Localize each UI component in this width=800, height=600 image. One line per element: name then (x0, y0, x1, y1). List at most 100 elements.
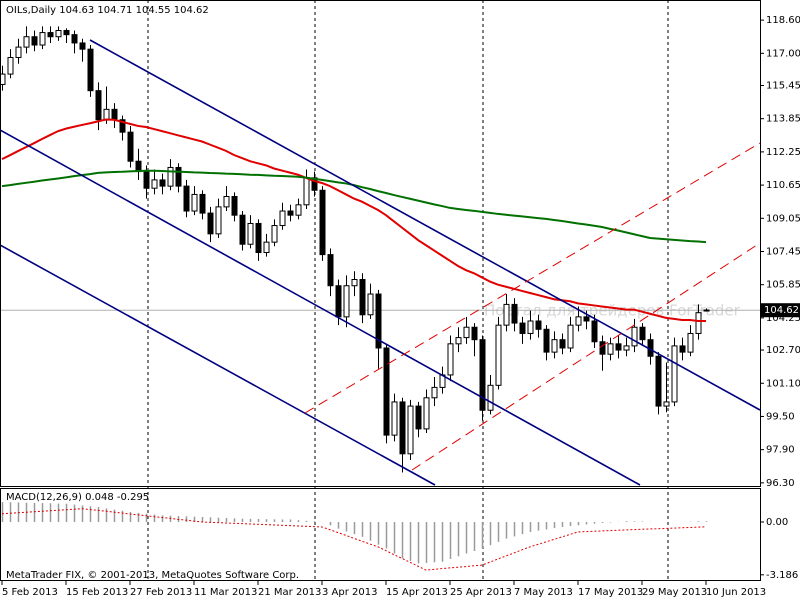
candle-body (519, 322, 526, 334)
candle-body (527, 320, 534, 334)
candle-body (319, 189, 326, 256)
candle-body (279, 210, 286, 227)
candle-body (351, 279, 358, 287)
candle-body (583, 316, 590, 322)
candle-body (391, 401, 398, 436)
x-tick-label: 25 Apr 2013 (450, 587, 512, 598)
candle-body (271, 225, 278, 243)
x-tick-label: 7 May 2013 (514, 587, 573, 598)
x-tick-label: 3 Apr 2013 (322, 587, 377, 598)
candle-body (479, 339, 486, 411)
candle-body (423, 397, 430, 430)
candle-body (167, 166, 174, 187)
candle-body (607, 343, 614, 355)
x-tick-label: 15 Feb 2013 (66, 587, 128, 598)
x-tick-label: 11 Mar 2013 (194, 587, 257, 598)
y-tick-label: 96.30 (766, 478, 795, 489)
candle-body (535, 320, 542, 330)
candle-body (575, 316, 582, 326)
candle-body (119, 119, 126, 133)
channel-line (89, 39, 761, 411)
candle-body (343, 285, 350, 318)
y-tick-label: 115.45 (766, 80, 800, 91)
candle-body (63, 30, 70, 36)
macd-title: MACD(12,26,9) 0.048 -0.295 (6, 492, 149, 503)
candle-body (447, 343, 454, 376)
candle-body (287, 210, 294, 216)
price-panel (0, 26, 760, 473)
candle-body (39, 32, 46, 46)
candle-body (183, 185, 190, 212)
candle-body (671, 345, 678, 403)
candle-body (327, 254, 334, 287)
candle-body (375, 293, 382, 349)
y-tick-label: 113.85 (766, 114, 800, 125)
candle-body (559, 339, 566, 349)
candle-body (663, 401, 670, 407)
candle-body (143, 171, 150, 189)
candle-body (639, 326, 646, 341)
price-label: 104.62 (764, 305, 799, 316)
channel-line (0, 129, 641, 486)
candle-body (695, 312, 702, 334)
candle-body (655, 355, 662, 407)
candle-body (615, 343, 622, 351)
candle-body (407, 405, 414, 455)
candle-body (591, 320, 598, 343)
y-tick-label: 118.60 (766, 15, 800, 26)
candle-body (15, 46, 22, 58)
candle-body (191, 193, 198, 212)
candle-body (103, 108, 110, 121)
candle-body (431, 386, 438, 399)
y-tick-label: 112.25 (766, 147, 800, 158)
y-tick-label: 102.70 (766, 345, 800, 356)
y-tick-label: -3.186 (766, 570, 798, 581)
candle-body (199, 193, 206, 214)
candle-body (79, 42, 86, 50)
channel-line (411, 242, 761, 471)
y-tick-label: 101.10 (766, 378, 800, 389)
candle-body (151, 179, 158, 189)
x-tick-label: 29 May 2013 (642, 587, 707, 598)
dashed-channel (304, 142, 761, 471)
x-tick-label: 15 Apr 2013 (386, 587, 448, 598)
candle-body (487, 384, 494, 411)
candle-body (295, 204, 302, 216)
x-tick-label: 17 May 2013 (578, 587, 643, 598)
candle-body (383, 347, 390, 436)
frame (0, 0, 761, 581)
chart-title: OILs,Daily 104.63 104.71 104.55 104.62 (6, 5, 209, 16)
candle-body (0, 73, 6, 85)
x-tick-label: 10 Jun 2013 (706, 587, 766, 598)
candle-body (399, 401, 406, 455)
candle-body (455, 337, 462, 345)
y-tick-label: 117.00 (766, 48, 800, 59)
candle-body (71, 34, 78, 44)
candle-body (359, 279, 366, 316)
candle-body (463, 326, 470, 339)
candle-body (55, 30, 62, 38)
y-tick-label: 105.85 (766, 280, 800, 291)
candle-body (87, 48, 94, 92)
candle-body (311, 177, 318, 191)
copyright: MetaTrader FIX, © 2001-2013, MetaQuotes … (6, 570, 299, 581)
y-tick-label: 97.90 (766, 445, 795, 456)
candle-body (567, 324, 574, 349)
channel-line (304, 142, 761, 414)
candle-body (175, 166, 182, 187)
price-label-box (761, 303, 800, 318)
trend-channel (0, 39, 761, 486)
candle-body (631, 326, 638, 347)
y-tick-label: 0.00 (766, 517, 788, 528)
candle-body (623, 345, 630, 351)
candle-body (303, 177, 310, 206)
candle-body (247, 222, 254, 245)
candle-body (231, 196, 238, 216)
candle-body (223, 196, 230, 208)
candle-body (215, 206, 222, 235)
candle-body (367, 293, 374, 316)
signal-line (1, 508, 707, 571)
candle-body (551, 339, 558, 353)
y-tick-label: 99.50 (766, 411, 795, 422)
candle-body (679, 345, 686, 353)
